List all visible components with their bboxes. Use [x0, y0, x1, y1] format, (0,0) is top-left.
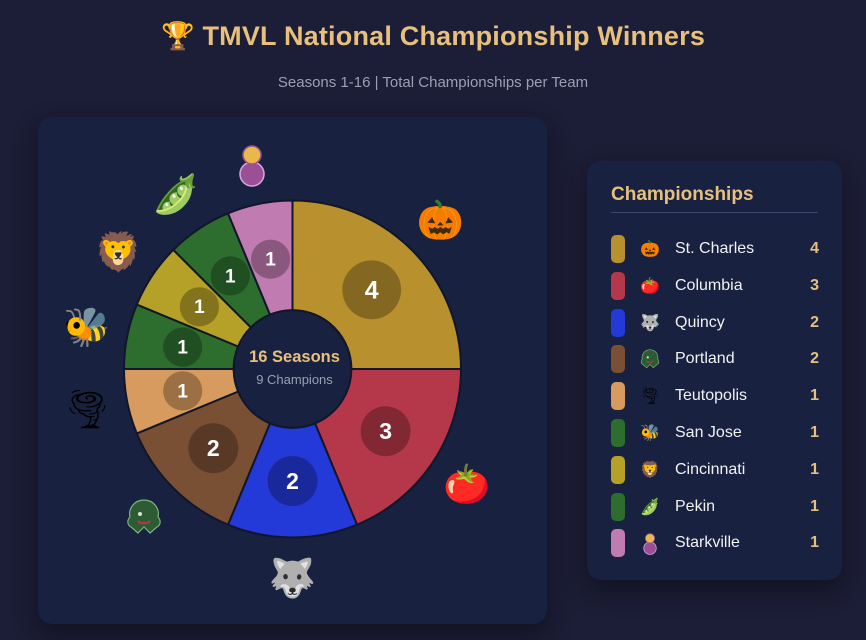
svg-text:3: 3 — [379, 418, 392, 444]
svg-text:9 Champions: 9 Champions — [256, 372, 333, 387]
svg-text:1: 1 — [194, 297, 205, 318]
svg-text:1: 1 — [265, 250, 276, 271]
svg-text:2: 2 — [207, 435, 220, 461]
svg-text:1: 1 — [225, 266, 236, 287]
svg-text:2: 2 — [286, 468, 299, 494]
svg-text:1: 1 — [177, 381, 188, 402]
svg-text:4: 4 — [365, 276, 379, 304]
svg-text:16 Seasons: 16 Seasons — [249, 348, 340, 366]
svg-text:1: 1 — [177, 338, 188, 359]
